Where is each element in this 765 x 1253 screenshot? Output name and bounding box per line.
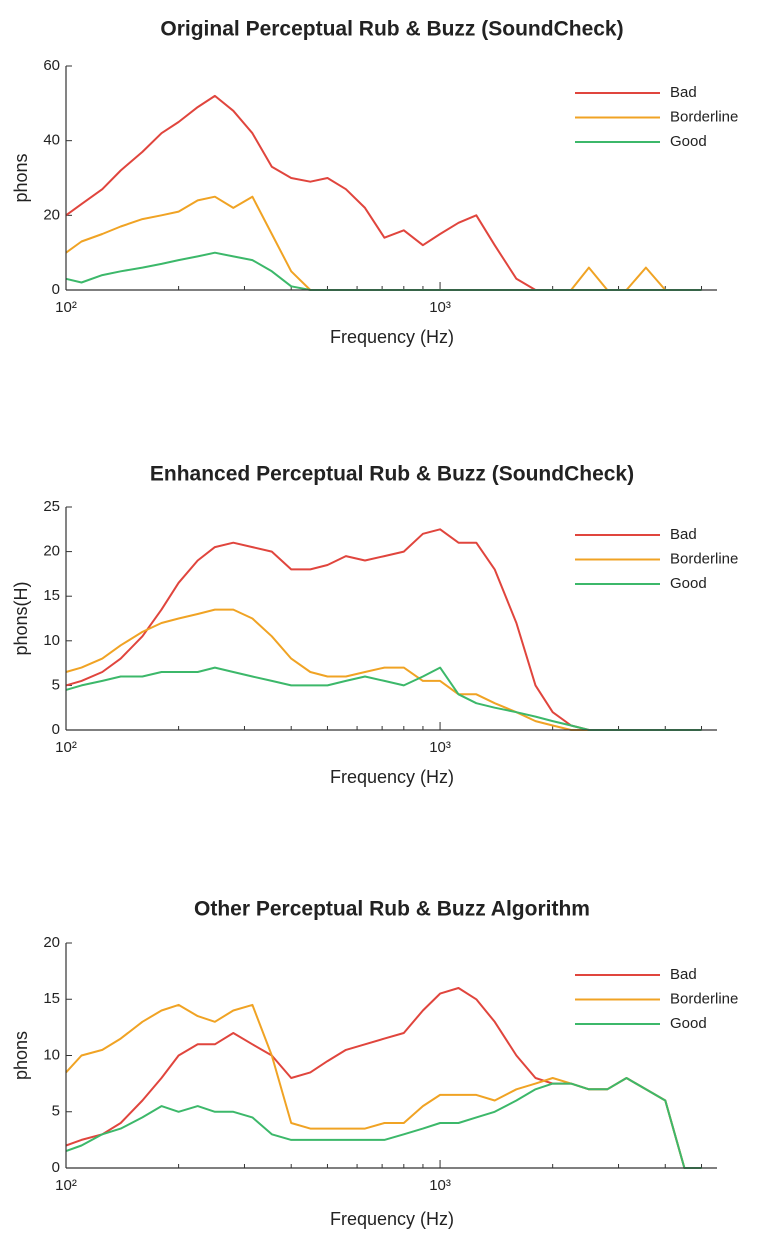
x-axis-label: Frequency (Hz) — [330, 1209, 454, 1229]
subplot: Other Perceptual Rub & Buzz Algorithm Fre… — [11, 898, 739, 1229]
legend-label: Good — [670, 1015, 707, 1032]
legend-label: Good — [670, 575, 707, 592]
series-line — [65, 987, 702, 1169]
legend-label: Borderline — [670, 550, 738, 567]
y-tick-label: 25 — [43, 498, 60, 515]
series-line — [65, 608, 702, 731]
y-tick-label: 5 — [52, 1103, 60, 1120]
subplot: Original Perceptual Rub & Buzz (SoundChe… — [11, 18, 739, 347]
y-tick-label: 40 — [43, 132, 60, 149]
y-tick-label: 0 — [52, 721, 60, 738]
chart-title: Other Perceptual Rub & Buzz Algorithm — [194, 898, 590, 921]
y-axis-label: phons — [11, 153, 31, 202]
x-tick-label: 10³ — [429, 739, 451, 756]
y-tick-label: 15 — [43, 990, 60, 1007]
series-line — [65, 251, 702, 291]
subplot: Enhanced Perceptual Rub & Buzz (SoundChe… — [11, 463, 739, 787]
legend-label: Borderline — [670, 990, 738, 1007]
series-line — [65, 195, 702, 291]
y-tick-label: 0 — [52, 1159, 60, 1176]
y-tick-label: 0 — [52, 281, 60, 298]
y-axis-label: phons(H) — [11, 581, 31, 655]
legend-label: Bad — [670, 966, 697, 983]
y-tick-label: 60 — [43, 57, 60, 74]
y-tick-label: 20 — [43, 543, 60, 560]
y-tick-label: 20 — [43, 934, 60, 951]
x-tick-label: 10³ — [429, 1177, 451, 1194]
x-axis-label: Frequency (Hz) — [330, 767, 454, 787]
x-tick-label: 10² — [55, 739, 77, 756]
x-tick-label: 10³ — [429, 299, 451, 316]
legend-label: Bad — [670, 526, 697, 543]
y-axis-label: phons — [11, 1031, 31, 1080]
y-tick-label: 20 — [43, 206, 60, 223]
series-line — [65, 666, 702, 731]
series-line — [65, 94, 702, 291]
x-axis-label: Frequency (Hz) — [330, 327, 454, 347]
chart-title: Enhanced Perceptual Rub & Buzz (SoundChe… — [150, 463, 634, 486]
y-tick-label: 10 — [43, 632, 60, 649]
x-tick-label: 10² — [55, 299, 77, 316]
chart-title: Original Perceptual Rub & Buzz (SoundChe… — [160, 18, 623, 41]
series-line — [65, 1077, 702, 1169]
y-tick-label: 10 — [43, 1046, 60, 1063]
series-line — [65, 1003, 702, 1169]
legend-label: Borderline — [670, 108, 738, 125]
y-tick-label: 15 — [43, 587, 60, 604]
legend-label: Bad — [670, 84, 697, 101]
legend-label: Good — [670, 133, 707, 150]
y-tick-label: 5 — [52, 676, 60, 693]
x-tick-label: 10² — [55, 1177, 77, 1194]
